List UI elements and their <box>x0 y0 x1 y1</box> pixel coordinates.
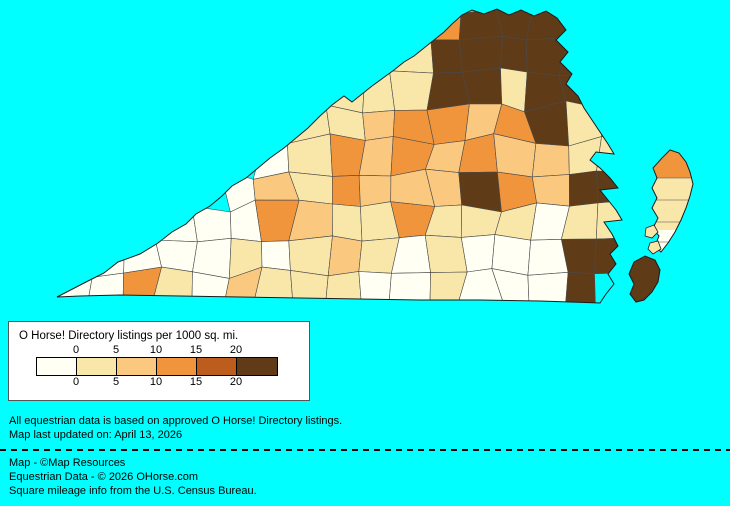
county-shape <box>290 270 329 303</box>
county-shape <box>500 35 528 73</box>
county-shape <box>601 108 622 141</box>
county-shape <box>288 235 333 277</box>
county-shape <box>191 205 232 243</box>
legend-tick: 0 <box>72 376 80 388</box>
legend-tick: 20 <box>229 376 243 388</box>
county-shape <box>91 235 126 278</box>
legend-tick: 15 <box>189 344 203 356</box>
county-shape <box>358 271 392 303</box>
legend-tick: 10 <box>149 376 163 388</box>
note-last-updated: Map last updated on: April 13, 2026 <box>9 429 183 441</box>
county-shape <box>527 238 569 276</box>
county-shape <box>325 271 362 303</box>
county-shape <box>460 234 496 273</box>
legend-color-segment <box>77 358 117 375</box>
credit-map: Map - ©Map Resources <box>9 457 126 469</box>
legend-color-segment <box>237 358 277 375</box>
county-shape <box>531 174 570 207</box>
county-shape <box>527 271 569 303</box>
county-shape <box>594 237 622 275</box>
legend-ticks-top: 0 5 10 15 20 <box>56 344 309 357</box>
county-shape <box>253 266 294 303</box>
legend-color-segment <box>197 358 237 375</box>
virginia-county-map <box>56 8 694 304</box>
county-shape <box>122 266 163 303</box>
county-shape <box>491 234 532 276</box>
legend-tick: 5 <box>112 344 120 356</box>
county-shape <box>430 9 462 41</box>
county-shape <box>462 67 503 105</box>
county-shape <box>388 272 431 303</box>
county-shape <box>430 39 463 74</box>
county-shape <box>389 70 434 111</box>
county-shape <box>426 71 470 111</box>
county-shape <box>123 236 162 274</box>
legend-tick: 10 <box>149 344 163 356</box>
county-shape <box>389 35 434 74</box>
county-shape <box>525 9 572 41</box>
legend-color-bar <box>36 357 278 376</box>
legend-box: O Horse! Directory listings per 1000 sq.… <box>8 321 310 401</box>
legend-color-segment <box>37 358 77 375</box>
county-shape <box>191 271 230 303</box>
county-shape <box>192 237 232 279</box>
credit-equestrian-data: Equestrian Data - © 2026 OHorse.com <box>9 471 199 483</box>
county-shape <box>358 174 392 207</box>
legend-tick: 5 <box>112 376 120 388</box>
legend-tick: 0 <box>72 344 80 356</box>
county-shape <box>426 103 470 145</box>
state-outline <box>56 8 623 304</box>
legend-color-segment <box>117 358 157 375</box>
county-shape <box>362 110 396 141</box>
county-shape <box>261 240 291 271</box>
credit-square-mileage: Square mileage info from the U.S. Census… <box>9 485 257 497</box>
county-shape <box>458 35 504 73</box>
county-shape <box>429 271 468 303</box>
county-shape <box>327 235 363 277</box>
eastern-shore-outline <box>651 149 694 253</box>
county-shape <box>331 203 363 242</box>
bay-island-shape <box>647 240 662 255</box>
county-shape <box>596 136 622 173</box>
dashed-separator <box>0 449 730 451</box>
legend-ticks-bottom: 0 5 10 15 20 <box>56 376 309 389</box>
county-shape <box>424 234 468 273</box>
county-shape <box>531 143 570 178</box>
county-shape <box>565 271 596 303</box>
county-shape <box>152 200 198 243</box>
county-shape <box>595 199 622 240</box>
va-beach-shape <box>628 255 661 303</box>
county-shape <box>57 267 93 303</box>
legend-tick: 15 <box>189 376 203 388</box>
legend-tick: 20 <box>229 344 243 356</box>
legend-title: O Horse! Directory listings per 1000 sq.… <box>19 330 239 342</box>
legend-color-segment <box>157 358 197 375</box>
county-shape <box>568 170 599 207</box>
note-data-source: All equestrian data is based on approved… <box>9 415 343 427</box>
map-svg <box>56 8 694 304</box>
bay-island-shape <box>644 224 659 239</box>
county-shape <box>362 70 396 114</box>
county-shape <box>331 174 361 207</box>
